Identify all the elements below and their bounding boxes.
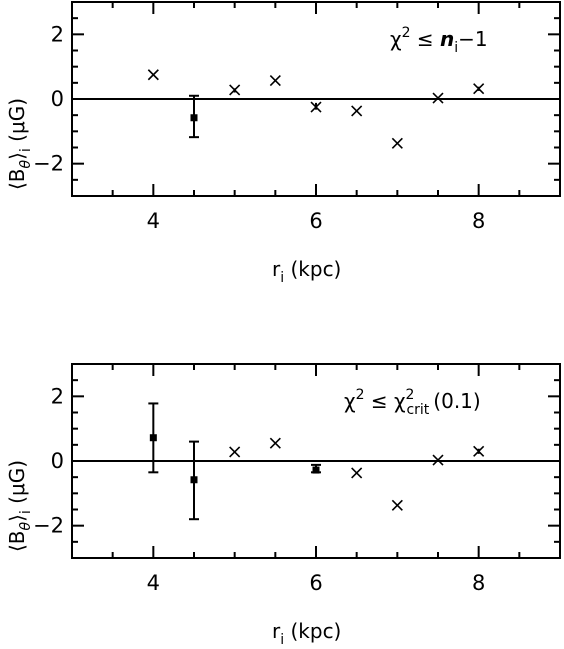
panel-bottom: 4 6 8 2 0 −2 χ2 ≤ χ2 crit (0.1) ri (kpc) ⟨Bθ⟩i … — [5, 363, 561, 648]
square-point-with-error — [189, 440, 199, 521]
x-tick-label: 8 — [472, 209, 485, 233]
cross-point — [147, 69, 159, 81]
y-tick-label: 0 — [51, 87, 64, 111]
cross-point — [432, 454, 444, 466]
y-tick-label: 2 — [51, 22, 64, 46]
cross-point — [473, 83, 485, 95]
x-tick-label: 4 — [147, 209, 160, 233]
data-marks-top — [72, 69, 560, 149]
tick-labels-top: 4 6 8 2 0 −2 — [33, 22, 485, 233]
cross-point — [473, 445, 485, 457]
data-marks-bottom — [72, 402, 560, 521]
y-tick-label: −2 — [33, 152, 64, 176]
cross-point — [269, 75, 281, 87]
cross-point — [351, 105, 363, 117]
y-axis-label-top: ⟨Bθ⟩i (μG) — [5, 98, 34, 190]
y-tick-label: 2 — [51, 384, 64, 408]
x-tick-label: 6 — [309, 209, 322, 233]
cross-point — [310, 101, 322, 113]
cross-point — [391, 499, 403, 511]
cross-point — [351, 467, 363, 479]
square-point-with-error — [311, 463, 321, 474]
annotation-top: χ2 ≤ ni−1 — [390, 25, 488, 56]
x-axis-label-top: ri (kpc) — [272, 257, 341, 286]
tick-marks-top — [72, 2, 560, 196]
x-tick-label: 4 — [147, 571, 160, 595]
tick-labels-bottom: 4 6 8 2 0 −2 — [33, 384, 485, 595]
square-point-with-error — [148, 402, 159, 474]
x-axis-label-bottom: ri (kpc) — [272, 619, 341, 648]
cross-point — [229, 446, 241, 458]
cross-point — [269, 437, 281, 449]
y-axis-label-bottom: ⟨Bθ⟩i (μG) — [5, 460, 34, 552]
x-tick-label: 8 — [472, 571, 485, 595]
panel-top: 4 6 8 2 0 −2 χ2 ≤ ni−1 ri (kpc) ⟨Bθ⟩i (μG) — [5, 1, 561, 286]
y-tick-label: −2 — [33, 514, 64, 538]
cross-point — [229, 84, 241, 96]
cross-point — [391, 137, 403, 149]
cross-point — [432, 92, 444, 104]
square-point-with-error — [189, 94, 199, 139]
y-tick-label: 0 — [51, 449, 64, 473]
annotation-bottom: χ2 ≤ χ2 crit (0.1) — [344, 387, 481, 418]
x-tick-label: 6 — [309, 571, 322, 595]
